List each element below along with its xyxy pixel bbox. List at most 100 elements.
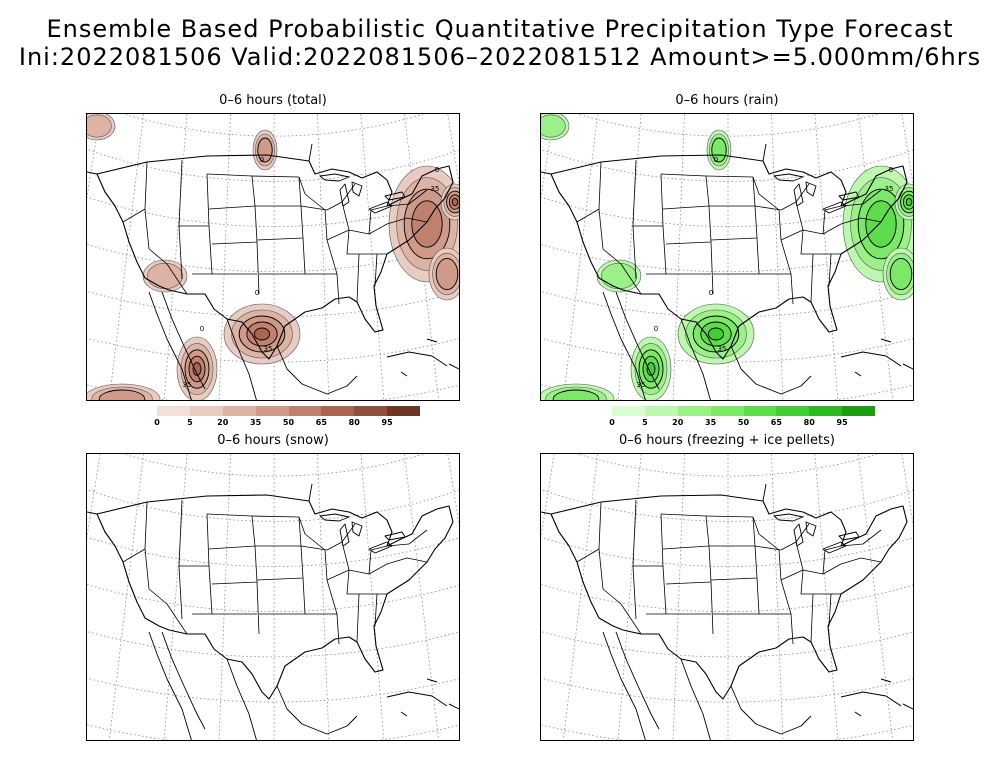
state-border [386,529,428,547]
colorbar-swatch [677,406,711,416]
colorbar-label: 50 [737,418,750,427]
state-border [206,173,256,210]
coastline [161,291,206,390]
island-coastline [902,703,913,710]
coastline [148,291,192,400]
probability-contour [147,262,183,290]
contour-label: 0 [260,156,264,164]
lake-outline [368,201,393,214]
island-coastline [426,338,438,343]
probability-contour [601,262,637,290]
contour-label: 35 [718,345,727,353]
state-border [828,253,832,287]
island-coastline [426,678,438,683]
contour-label: 0 [709,289,713,297]
state-border [665,545,712,585]
state-border [148,588,188,635]
lake-outline [384,531,406,541]
state-border [754,545,782,551]
state-border [256,205,304,241]
contour-label: 0 [654,325,658,333]
probability-contour [253,327,271,341]
lake-outline [773,173,804,182]
lake-outline [339,183,350,207]
colorbar-swatch [809,406,843,416]
coastline [226,658,257,740]
colorbar-label: 80 [803,418,815,427]
state-border [356,593,360,643]
lake-outline [384,191,406,201]
political-boundaries [541,143,913,400]
state-border [780,201,804,241]
state-border [305,579,338,615]
state-border [602,588,642,635]
panel-title-total: 0–6 hours (total) [219,93,327,108]
colorbar-label: 5 [642,418,648,427]
state-border [336,613,340,645]
colorbar-label: 20 [672,418,684,427]
coastline [680,318,711,400]
state-border [326,541,350,581]
state-border [259,237,306,275]
state-border [300,545,328,551]
state-border [705,175,754,178]
colorbar-label: 95 [381,418,393,427]
colorbar-swatch [157,406,190,416]
conus-outline [96,494,454,700]
state-border [802,563,842,575]
probability-contour [711,137,727,163]
probability-contour [98,389,146,400]
colorbar-rain [612,406,875,416]
probability-contour [411,200,443,248]
state-border [710,545,758,581]
state-border [810,593,814,643]
state-border [800,569,841,595]
colorbar-swatch [189,406,223,416]
state-border [780,541,804,581]
colorbar-label: 35 [705,418,717,427]
state-border [822,205,842,235]
island-coastline [448,703,459,710]
lake-outline [805,181,817,197]
conus-outline [96,154,454,360]
state-border [192,565,213,615]
colorbar-swatch [387,406,420,416]
state-border [336,273,340,305]
lake-outline [822,541,847,554]
state-border [840,189,882,207]
state-border [800,229,841,255]
colorbar-swatch [612,406,645,416]
colorbar-labels-total: 0 5 20 35 50 65 80 95 [154,418,420,430]
state-border [251,515,300,518]
graticule [87,454,459,740]
state-border [386,557,428,565]
state-border [348,223,388,235]
coastline [276,345,358,395]
colorbar-label: 0 [609,418,615,427]
map-svg [541,454,913,740]
state-border [192,225,213,275]
island-coastline [880,338,892,343]
political-boundaries [87,143,459,400]
island-coastline [400,371,408,377]
island-coastline [854,711,862,717]
state-border [632,159,664,227]
island-coastline [386,351,448,367]
state-border [386,217,428,225]
state-border [632,225,637,280]
state-border [148,248,188,295]
state-border [356,253,360,303]
state-border [710,205,758,241]
state-border [178,565,183,620]
state-border [144,548,150,590]
colorbar-label: 5 [187,418,193,427]
state-border [759,239,792,275]
state-border [713,237,760,275]
conus-outline [550,154,908,360]
panel-title-rain: 0–6 hours (rain) [675,93,779,108]
island-coastline [400,711,408,717]
state-border [752,516,782,581]
coastline [161,631,206,730]
